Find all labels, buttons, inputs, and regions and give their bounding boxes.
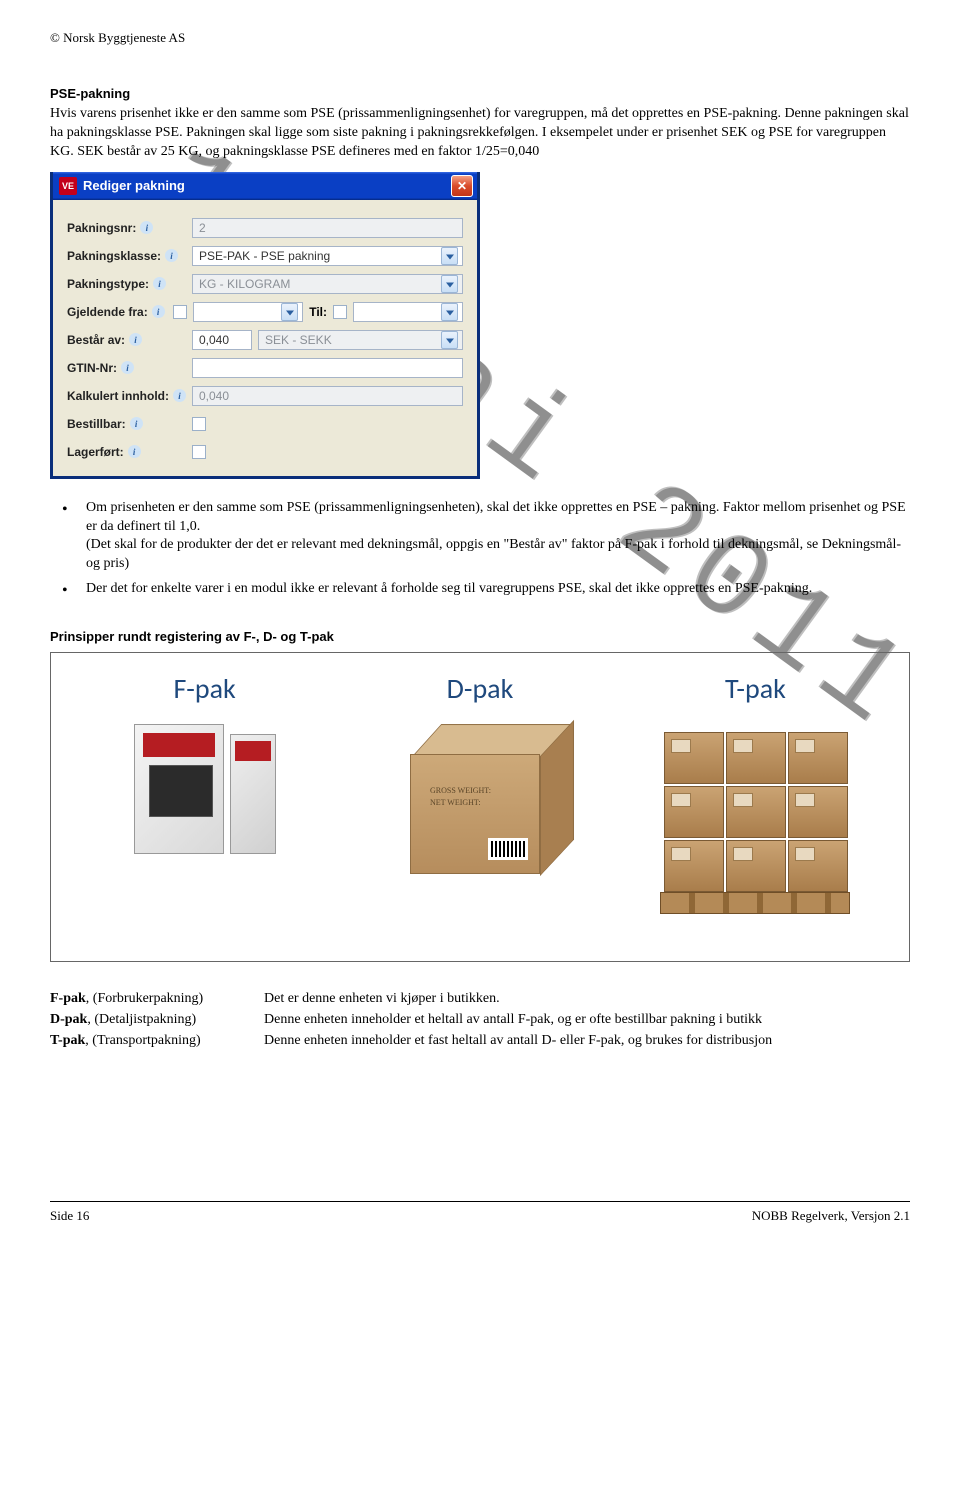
label-kalkulert: Kalkulert innhold: — [67, 389, 169, 403]
label-pakningstype: Pakningstype: — [67, 277, 149, 291]
bullet-item: Der det for enkelte varer i en modul ikk… — [50, 580, 910, 599]
pak-col-f: F-pak — [75, 671, 334, 854]
row-bestar-av: Består av: i 0,040 SEK - SEKK — [67, 326, 463, 354]
checkbox-lagerfort[interactable] — [192, 445, 206, 459]
label-pakningsklasse: Pakningsklasse: — [67, 249, 161, 263]
bullet-list: Om prisenheten er den samme som PSE (pri… — [50, 499, 910, 599]
row-bestillbar: Bestillbar: i — [67, 410, 463, 438]
row-gtin: GTIN-Nr: i — [67, 354, 463, 382]
section-paragraph: Hvis varens prisenhet ikke er den samme … — [50, 105, 910, 162]
copyright-line: © Norsk Byggtjeneste AS — [50, 30, 910, 46]
footer-left: Side 16 — [50, 1208, 89, 1224]
field-bestar-av-value[interactable]: 0,040 — [192, 330, 252, 350]
checkbox-from[interactable] — [173, 305, 187, 319]
dialog-rediger-pakning: VE Rediger pakning ✕ Pakningsnr: i 2 Pakn… — [50, 172, 480, 479]
date-til[interactable] — [353, 302, 463, 322]
date-from[interactable] — [193, 302, 303, 322]
field-pakningsnr: 2 — [192, 218, 463, 238]
info-icon[interactable]: i — [130, 417, 143, 430]
checkbox-bestillbar[interactable] — [192, 417, 206, 431]
info-icon[interactable]: i — [121, 361, 134, 374]
page-footer: Side 16 NOBB Regelverk, Versjon 2.1 — [50, 1201, 910, 1224]
label-bestillbar: Bestillbar: — [67, 417, 126, 431]
info-icon[interactable]: i — [165, 249, 178, 262]
dpak-image: GROSS WEIGHT: NET WEIGHT: — [350, 724, 609, 874]
info-icon[interactable]: i — [153, 277, 166, 290]
fpak-box-side — [230, 734, 276, 854]
row-lagerfort: Lagerført: i — [67, 438, 463, 466]
dpak-label-net: NET WEIGHT: — [430, 798, 481, 807]
dropdown-pakningsklasse[interactable]: PSE-PAK - PSE pakning — [192, 246, 463, 266]
row-pakningstype: Pakningstype: i KG - KILOGRAM — [67, 270, 463, 298]
label-bestar-av: Består av: — [67, 333, 125, 347]
dpak-label-gross: GROSS WEIGHT: — [430, 786, 491, 795]
pallet-icon — [660, 892, 850, 914]
pak-col-d: D-pak GROSS WEIGHT: NET WEIGHT: — [350, 671, 609, 874]
row-gjeldende-fra: Gjeldende fra: i Til: — [67, 298, 463, 326]
label-lagerfort: Lagerført: — [67, 445, 124, 459]
barcode-icon — [488, 838, 528, 860]
info-icon[interactable]: i — [128, 445, 141, 458]
dialog-title: Rediger pakning — [83, 178, 451, 193]
label-til: Til: — [309, 305, 327, 319]
field-kalkulert: 0,040 — [192, 386, 463, 406]
pak-diagram-box: F-pak D-pak GROSS WEIGHT: NET WEIGHT: T-… — [50, 652, 910, 962]
label-pakningsnr: Pakningsnr: — [67, 221, 136, 235]
info-icon[interactable]: i — [140, 221, 153, 234]
pak-title-t: T-pak — [725, 671, 786, 706]
def-val-f: Det er denne enheten vi kjøper i butikke… — [264, 988, 910, 1009]
tpak-stack — [664, 732, 848, 892]
footer-right: NOBB Regelverk, Versjon 2.1 — [752, 1208, 910, 1224]
bullet-item: Om prisenheten er den samme som PSE (pri… — [50, 499, 910, 575]
dialog-titlebar: VE Rediger pakning ✕ — [53, 172, 477, 200]
dropdown-pakningstype[interactable]: KG - KILOGRAM — [192, 274, 463, 294]
def-key-d: D-pak, (Detaljistpakning) — [50, 1009, 250, 1030]
info-icon[interactable]: i — [173, 389, 186, 402]
dialog-body: Pakningsnr: i 2 Pakningsklasse: i PSE-PAK … — [53, 200, 477, 476]
info-icon[interactable]: i — [129, 333, 142, 346]
info-icon[interactable]: i — [152, 305, 165, 318]
label-gjeldende-fra: Gjeldende fra: — [67, 305, 148, 319]
pak-title-d: D-pak — [447, 671, 514, 706]
label-gtin: GTIN-Nr: — [67, 361, 117, 375]
close-icon[interactable]: ✕ — [451, 175, 473, 197]
definitions-grid: F-pak, (Forbrukerpakning) Det er denne e… — [50, 988, 910, 1051]
row-pakningsnr: Pakningsnr: i 2 — [67, 214, 463, 242]
def-key-f: F-pak, (Forbrukerpakning) — [50, 988, 250, 1009]
def-val-t: Denne enheten inneholder et fast heltall… — [264, 1030, 910, 1051]
app-icon: VE — [59, 177, 77, 195]
field-gtin[interactable] — [192, 358, 463, 378]
section-heading-pse: PSE-pakning — [50, 86, 910, 101]
fpak-box-front — [134, 724, 224, 854]
def-key-t: T-pak, (Transportpakning) — [50, 1030, 250, 1051]
row-kalkulert: Kalkulert innhold: i 0,040 — [67, 382, 463, 410]
checkbox-til[interactable] — [333, 305, 347, 319]
section-heading-prinsipper: Prinsipper rundt registering av F-, D- o… — [50, 629, 910, 644]
pak-col-t: T-pak — [626, 671, 885, 914]
def-val-d: Denne enheten inneholder et heltall av a… — [264, 1009, 910, 1030]
fpak-image — [75, 724, 334, 854]
row-pakningsklasse: Pakningsklasse: i PSE-PAK - PSE pakning — [67, 242, 463, 270]
dropdown-bestar-av-unit[interactable]: SEK - SEKK — [258, 330, 463, 350]
tpak-image — [626, 724, 885, 914]
pak-title-f: F-pak — [173, 671, 235, 706]
